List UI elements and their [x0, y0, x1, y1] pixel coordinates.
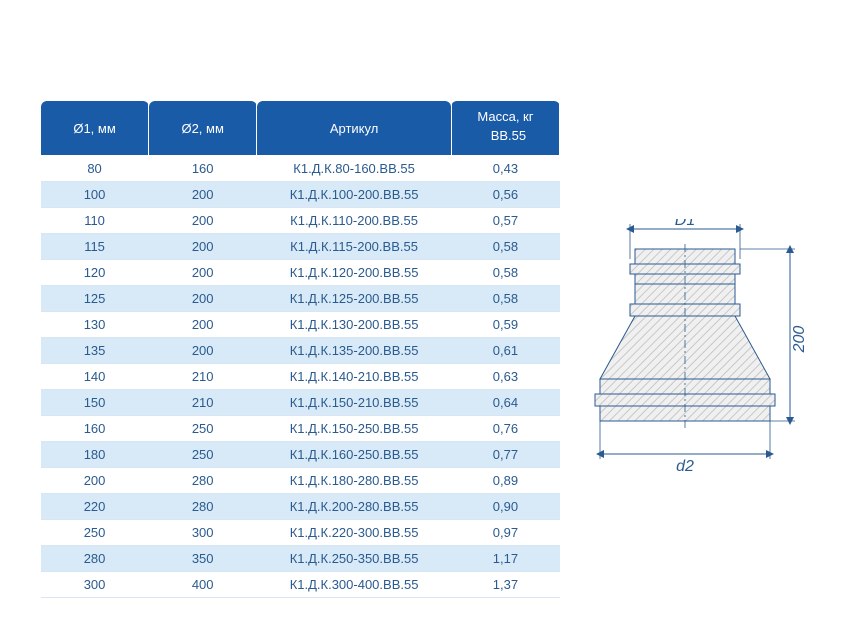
- table-cell: 0,89: [451, 468, 559, 494]
- diagram-label-d1: D1: [675, 219, 695, 229]
- table-cell: 250: [149, 416, 257, 442]
- table-cell: 0,59: [451, 312, 559, 338]
- table-cell: 0,63: [451, 364, 559, 390]
- table-cell: 130: [41, 312, 149, 338]
- table-cell: К1.Д.К.250-350.ВВ.55: [257, 546, 452, 572]
- table-cell: К1.Д.К.125-200.ВВ.55: [257, 286, 452, 312]
- table-cell: К1.Д.К.80-160.ВВ.55: [257, 156, 452, 182]
- table-cell: К1.Д.К.100-200.ВВ.55: [257, 182, 452, 208]
- table-cell: 115: [41, 234, 149, 260]
- table-row: 115200К1.Д.К.115-200.ВВ.550,58: [41, 234, 560, 260]
- table-cell: 160: [41, 416, 149, 442]
- table-cell: К1.Д.К.300-400.ВВ.55: [257, 572, 452, 598]
- table-cell: 200: [149, 182, 257, 208]
- table-cell: 210: [149, 390, 257, 416]
- table-row: 200280К1.Д.К.180-280.ВВ.550,89: [41, 468, 560, 494]
- table-cell: 150: [41, 390, 149, 416]
- table-cell: 0,97: [451, 520, 559, 546]
- table-row: 100200К1.Д.К.100-200.ВВ.550,56: [41, 182, 560, 208]
- table-cell: К1.Д.К.135-200.ВВ.55: [257, 338, 452, 364]
- table-cell: 160: [149, 156, 257, 182]
- table-cell: К1.Д.К.180-280.ВВ.55: [257, 468, 452, 494]
- table-cell: 110: [41, 208, 149, 234]
- table-row: 130200К1.Д.К.130-200.ВВ.550,59: [41, 312, 560, 338]
- table-cell: 0,58: [451, 234, 559, 260]
- table-cell: 100: [41, 182, 149, 208]
- table-cell: К1.Д.К.115-200.ВВ.55: [257, 234, 452, 260]
- table-cell: К1.Д.К.160-250.ВВ.55: [257, 442, 452, 468]
- diagram-label-height: 200: [791, 326, 808, 354]
- table-cell: К1.Д.К.140-210.ВВ.55: [257, 364, 452, 390]
- table-cell: 0,58: [451, 260, 559, 286]
- table-cell: 250: [41, 520, 149, 546]
- spec-table: Ø1, мм Ø2, мм Артикул Масса, кг BB.55 80…: [40, 100, 560, 598]
- table-cell: К1.Д.К.120-200.ВВ.55: [257, 260, 452, 286]
- table-row: 135200К1.Д.К.135-200.ВВ.550,61: [41, 338, 560, 364]
- col-header-mass: Масса, кг BB.55: [451, 101, 559, 156]
- table-row: 300400К1.Д.К.300-400.ВВ.551,37: [41, 572, 560, 598]
- table-cell: К1.Д.К.110-200.ВВ.55: [257, 208, 452, 234]
- spec-table-body: 80160К1.Д.К.80-160.ВВ.550,43100200К1.Д.К…: [41, 156, 560, 598]
- table-cell: 200: [149, 312, 257, 338]
- table-row: 280350К1.Д.К.250-350.ВВ.551,17: [41, 546, 560, 572]
- table-cell: 140: [41, 364, 149, 390]
- table-cell: 200: [41, 468, 149, 494]
- table-cell: К1.Д.К.200-280.ВВ.55: [257, 494, 452, 520]
- table-row: 140210К1.Д.К.140-210.ВВ.550,63: [41, 364, 560, 390]
- table-cell: 210: [149, 364, 257, 390]
- table-cell: К1.Д.К.130-200.ВВ.55: [257, 312, 452, 338]
- table-cell: 0,61: [451, 338, 559, 364]
- table-row: 180250К1.Д.К.160-250.ВВ.550,77: [41, 442, 560, 468]
- table-cell: 0,77: [451, 442, 559, 468]
- table-row: 110200К1.Д.К.110-200.ВВ.550,57: [41, 208, 560, 234]
- table-cell: 200: [149, 338, 257, 364]
- table-cell: 80: [41, 156, 149, 182]
- table-row: 80160К1.Д.К.80-160.ВВ.550,43: [41, 156, 560, 182]
- table-cell: 300: [41, 572, 149, 598]
- table-cell: 200: [149, 208, 257, 234]
- table-cell: 0,56: [451, 182, 559, 208]
- table-cell: 200: [149, 260, 257, 286]
- table-cell: 350: [149, 546, 257, 572]
- table-cell: 280: [149, 468, 257, 494]
- table-cell: 280: [41, 546, 149, 572]
- col-header-d2: Ø2, мм: [149, 101, 257, 156]
- table-cell: 280: [149, 494, 257, 520]
- col-header-d1: Ø1, мм: [41, 101, 149, 156]
- table-cell: 0,43: [451, 156, 559, 182]
- table-row: 150210К1.Д.К.150-210.ВВ.550,64: [41, 390, 560, 416]
- diagram-label-d2: d2: [676, 458, 694, 475]
- col-header-article: Артикул: [257, 101, 452, 156]
- table-cell: 1,37: [451, 572, 559, 598]
- table-row: 120200К1.Д.К.120-200.ВВ.550,58: [41, 260, 560, 286]
- table-cell: 220: [41, 494, 149, 520]
- table-cell: К1.Д.К.150-210.ВВ.55: [257, 390, 452, 416]
- variant-badge: BB.55: [481, 124, 536, 147]
- dimension-diagram: D1 200 d2: [590, 219, 810, 479]
- table-cell: 0,76: [451, 416, 559, 442]
- table-cell: К1.Д.К.220-300.ВВ.55: [257, 520, 452, 546]
- table-cell: 300: [149, 520, 257, 546]
- table-cell: 125: [41, 286, 149, 312]
- col-header-mass-label: Масса, кг: [477, 109, 533, 124]
- table-row: 125200К1.Д.К.125-200.ВВ.550,58: [41, 286, 560, 312]
- table-cell: 200: [149, 234, 257, 260]
- table-cell: 0,57: [451, 208, 559, 234]
- table-cell: 135: [41, 338, 149, 364]
- table-cell: 1,17: [451, 546, 559, 572]
- table-row: 160250К1.Д.К.150-250.ВВ.550,76: [41, 416, 560, 442]
- table-cell: 400: [149, 572, 257, 598]
- table-row: 250300К1.Д.К.220-300.ВВ.550,97: [41, 520, 560, 546]
- table-cell: 200: [149, 286, 257, 312]
- table-cell: К1.Д.К.150-250.ВВ.55: [257, 416, 452, 442]
- table-cell: 180: [41, 442, 149, 468]
- table-cell: 250: [149, 442, 257, 468]
- table-row: 220280К1.Д.К.200-280.ВВ.550,90: [41, 494, 560, 520]
- table-cell: 0,58: [451, 286, 559, 312]
- table-cell: 120: [41, 260, 149, 286]
- table-cell: 0,64: [451, 390, 559, 416]
- table-cell: 0,90: [451, 494, 559, 520]
